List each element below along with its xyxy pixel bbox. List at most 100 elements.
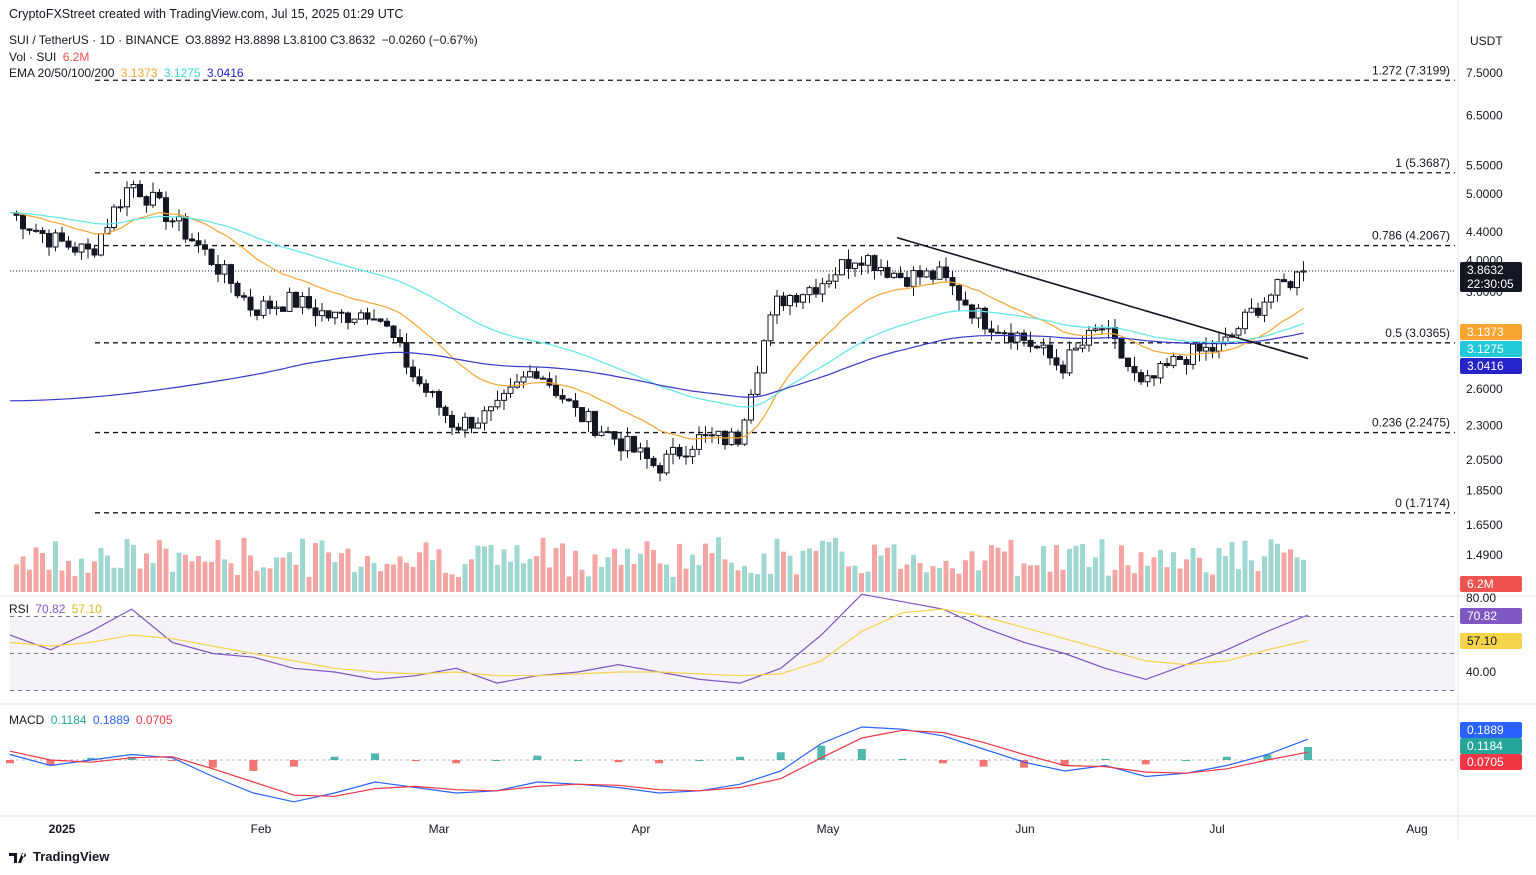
volume-bar (248, 555, 253, 592)
candle-body (130, 183, 137, 189)
candle-body (442, 406, 449, 416)
volume-bar (1002, 551, 1007, 592)
volume-bar (534, 556, 539, 592)
candle-body (1131, 365, 1138, 374)
candle-body (592, 410, 598, 436)
volume-bar (813, 550, 819, 592)
tradingview-logo[interactable]: TradingView (9, 849, 109, 864)
macd-histogram-bar (776, 752, 785, 760)
volume-bar (794, 574, 799, 592)
candle-body (1294, 271, 1300, 289)
x-tick-label: May (817, 822, 840, 836)
candle-body (826, 280, 832, 285)
volume-bar (98, 547, 104, 592)
rsi-legend[interactable]: RSI 70.82 57.10 (9, 602, 105, 616)
volume-bar (475, 545, 481, 592)
macd-histogram-bar (979, 760, 988, 767)
candle-body (663, 453, 670, 474)
volume-bar (124, 539, 130, 592)
macd-hist-value: 0.1184 (50, 713, 87, 727)
volume-tag: 6.2M (1460, 576, 1522, 592)
candle-body (59, 232, 65, 242)
candle-body (754, 372, 761, 395)
candle-body (624, 435, 631, 452)
volume-bar (592, 554, 598, 592)
volume-bar (800, 550, 806, 592)
macd-histogram-bar (857, 749, 866, 760)
volume-bar (644, 541, 650, 592)
volume-bar (872, 544, 877, 592)
x-tick-label: Mar (429, 822, 450, 836)
candle-body (546, 378, 553, 386)
candle-body (566, 398, 572, 402)
macd-histogram-bar (614, 760, 623, 763)
candle-body (208, 248, 215, 266)
volume-bar (625, 548, 630, 592)
volume-bar (1203, 572, 1209, 592)
candle-body (85, 243, 91, 250)
y-tick-label: 1.4900 (1466, 548, 1503, 562)
macd-histogram-bar (6, 760, 14, 764)
fib-level-label: 1 (5.3687) (1395, 156, 1450, 170)
volume-bar (319, 540, 325, 592)
candle-body (1047, 344, 1053, 359)
volume-bar (1093, 557, 1098, 592)
fib-level-label: 0.236 (2.2475) (1372, 416, 1450, 430)
candle-body (1112, 327, 1118, 340)
candle-body (1066, 349, 1073, 374)
rsi-label: RSI (9, 602, 30, 616)
volume-bar (508, 561, 513, 592)
candle-body (280, 306, 286, 312)
volume-bar (1210, 574, 1215, 592)
candle-body (598, 431, 605, 436)
volume-bar (1054, 545, 1059, 592)
volume-bar (371, 562, 377, 592)
candle-body (358, 312, 364, 320)
candle-body (1040, 344, 1047, 349)
macd-histogram-bar (289, 760, 298, 767)
volume-bar (989, 545, 994, 592)
volume-bar (430, 560, 435, 592)
macd-histogram-bar (1101, 758, 1110, 760)
volume-bar (436, 549, 442, 592)
volume-bar (280, 557, 286, 592)
ohlc-values: O3.8892 H3.8898 L3.8100 C3.8632 (185, 33, 376, 47)
volume-bar (1294, 557, 1300, 592)
candle-body (286, 291, 293, 312)
candle-body (982, 307, 988, 330)
candle-body (1151, 375, 1157, 379)
volume-bar (157, 540, 162, 592)
ema-legend[interactable]: EMA 20/50/100/200 3.1373 3.1275 3.0416 (9, 66, 247, 80)
volume-bar (287, 552, 292, 592)
volume-bar (1073, 545, 1079, 592)
currency-label[interactable]: USDT (1470, 34, 1503, 48)
candle-body (761, 340, 767, 374)
macd-legend[interactable]: MACD 0.1184 0.1889 0.0705 (9, 713, 176, 727)
macd-histogram-bar (1263, 754, 1272, 760)
volume-bar (885, 547, 890, 592)
candle-body (670, 446, 676, 455)
symbol-title[interactable]: SUI / TetherUS · 1D · BINANCE (9, 33, 179, 47)
trendline (896, 236, 1309, 360)
volume-bar (1242, 540, 1248, 592)
volume-bar (982, 560, 988, 592)
volume-bar (254, 570, 260, 592)
candle-body (637, 447, 644, 453)
volume-bar (846, 566, 851, 592)
candle-body (611, 431, 618, 440)
candle-body (416, 376, 423, 385)
volume-bar (950, 568, 955, 592)
volume-bar (1106, 575, 1111, 592)
candle-body (559, 394, 566, 400)
volume-legend[interactable]: Vol · SUI 6.2M (9, 50, 92, 64)
macd-signal-tag: 0.0705 (1460, 754, 1522, 770)
candle-body (403, 341, 410, 368)
candle-body (1268, 294, 1274, 303)
candle-body (657, 465, 663, 474)
volume-bar (183, 554, 188, 592)
candle-body (299, 296, 306, 308)
volume-bar (1067, 548, 1072, 592)
macd-histogram-bar (573, 760, 582, 761)
candle-body (501, 392, 507, 401)
